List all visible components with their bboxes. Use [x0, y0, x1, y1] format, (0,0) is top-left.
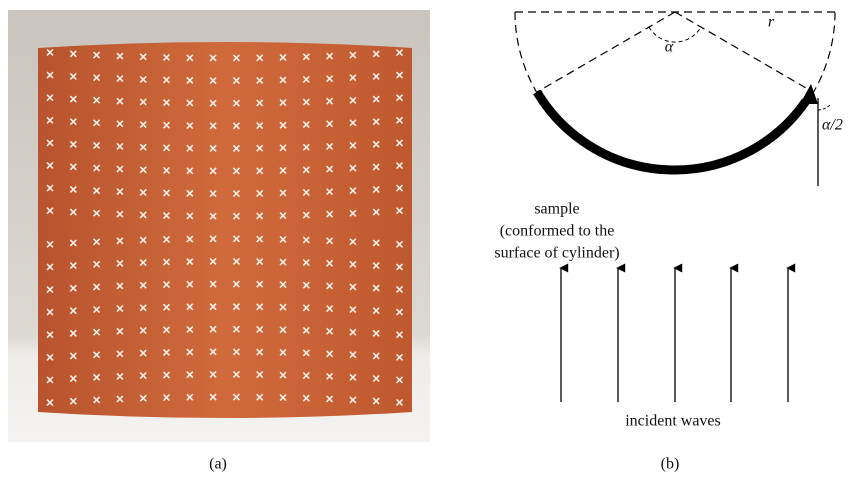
radius-left	[537, 12, 675, 92]
sample-label: (conformed to the	[500, 223, 615, 240]
sample-label: surface of cylinder)	[494, 245, 619, 262]
radius-right	[675, 12, 813, 92]
half-angle-label: α/2	[822, 117, 843, 134]
caption-b: (b)	[661, 456, 680, 473]
waves-label: incident waves	[625, 413, 721, 430]
angle-arc	[649, 27, 701, 42]
caption-a: (a)	[209, 456, 227, 473]
sample-arc	[537, 92, 806, 170]
incident-waves	[561, 268, 788, 402]
photo	[8, 10, 430, 442]
arc-arrowhead	[800, 84, 818, 104]
half-angle-arc	[818, 105, 830, 110]
cylinder-outline	[515, 12, 835, 172]
angle-label: α	[665, 39, 674, 56]
radius-label: r	[768, 14, 775, 31]
figure: (a) α r α/2 sample (conformed to the sur…	[0, 0, 848, 478]
sample-label: sample	[534, 201, 579, 218]
